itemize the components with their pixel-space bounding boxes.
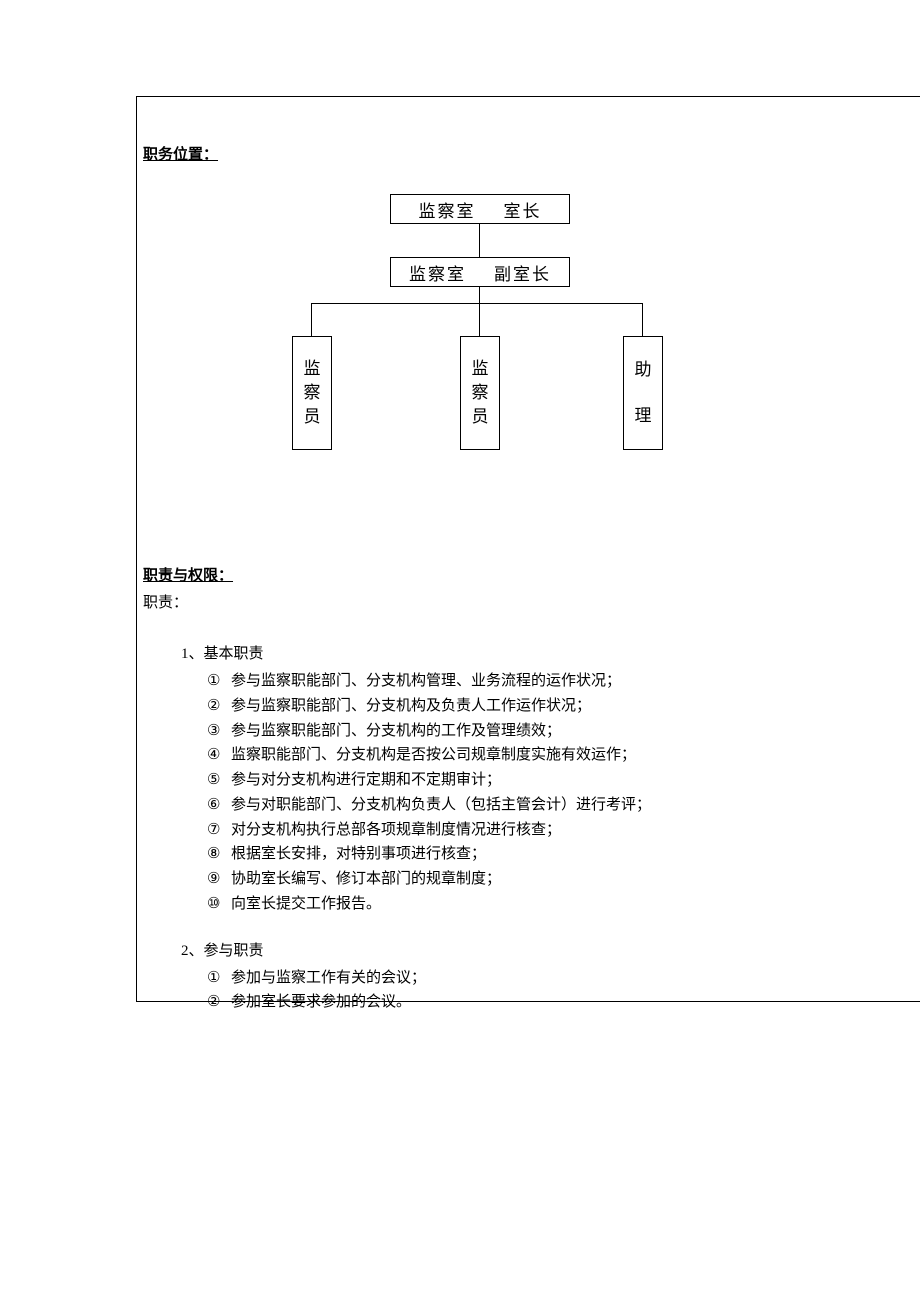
resp-list-participate: ①参加与监察工作有关的会议；②参加室长要求参加的会议。	[207, 966, 890, 1016]
list-marker: ⑦	[207, 818, 231, 843]
resp-list-item: ④监察职能部门、分支机构是否按公司规章制度实施有效运作；	[207, 743, 890, 768]
org-node-inspector2-text: 监察员	[472, 357, 489, 428]
resp-block-basic: 1、基本职责 ①参与监察职能部门、分支机构管理、业务流程的运作状况；②参与监察职…	[181, 642, 890, 917]
list-item-text: 参与对分支机构进行定期和不定期审计；	[231, 768, 501, 793]
org-node-deputy-right: 副室长	[494, 265, 551, 284]
list-item-text: 监察职能部门、分支机构是否按公司规章制度实施有效运作；	[231, 743, 636, 768]
org-node-deputy: 监察室 副室长	[390, 257, 570, 287]
list-item-text: 向室长提交工作报告。	[231, 892, 381, 917]
org-node-inspector1: 监察员	[292, 336, 332, 450]
page-frame: 职务位置： 监察室室长 监察室副室长 监察员 监察员 助 理	[136, 96, 920, 1002]
position-title-text: 职务位置：	[143, 143, 218, 164]
list-marker: ①	[207, 669, 231, 694]
list-item-text: 对分支机构执行总部各项规章制度情况进行核查；	[231, 818, 561, 843]
org-node-deputy-left: 监察室	[409, 265, 466, 284]
list-marker: ⑥	[207, 793, 231, 818]
list-marker: ①	[207, 966, 231, 991]
org-node-director-left: 监察室	[419, 202, 476, 221]
resp-list-item: ②参与监察职能部门、分支机构及负责人工作运作状况；	[207, 694, 890, 719]
list-marker: ②	[207, 990, 231, 1015]
list-marker: ②	[207, 694, 231, 719]
list-item-text: 参与监察职能部门、分支机构及负责人工作运作状况；	[231, 694, 591, 719]
resp-list-item: ③参与监察职能部门、分支机构的工作及管理绩效；	[207, 719, 890, 744]
org-node-inspector2: 监察员	[460, 336, 500, 450]
resp-list-item: ⑦对分支机构执行总部各项规章制度情况进行核查；	[207, 818, 890, 843]
org-line	[479, 287, 480, 303]
org-node-director-right: 室长	[504, 202, 542, 221]
list-item-text: 根据室长安排，对特别事项进行核查；	[231, 842, 486, 867]
list-item-text: 参加室长要求参加的会议。	[231, 990, 411, 1015]
resp-block-basic-title: 1、基本职责	[181, 642, 890, 663]
org-line	[311, 303, 312, 336]
list-item-text: 协助室长编写、修订本部门的规章制度；	[231, 867, 501, 892]
org-node-inspector1-text: 监察员	[304, 357, 321, 428]
responsibility-header: 职责与权限：	[143, 564, 890, 585]
section-position-title: 职务位置：	[143, 143, 890, 194]
resp-list-item: ①参与监察职能部门、分支机构管理、业务流程的运作状况；	[207, 669, 890, 694]
org-line	[479, 303, 480, 336]
list-marker: ⑤	[207, 768, 231, 793]
org-node-assistant-text: 助 理	[635, 358, 652, 428]
resp-list-basic: ①参与监察职能部门、分支机构管理、业务流程的运作状况；②参与监察职能部门、分支机…	[207, 669, 890, 917]
resp-list-item: ⑧根据室长安排，对特别事项进行核查；	[207, 842, 890, 867]
resp-list-item: ②参加室长要求参加的会议。	[207, 990, 890, 1015]
list-item-text: 参与监察职能部门、分支机构管理、业务流程的运作状况；	[231, 669, 621, 694]
org-node-director: 监察室 室长	[390, 194, 570, 224]
resp-list-item: ⑤参与对分支机构进行定期和不定期审计；	[207, 768, 890, 793]
list-item-text: 参与监察职能部门、分支机构的工作及管理绩效；	[231, 719, 561, 744]
list-marker: ⑨	[207, 867, 231, 892]
resp-block-participate-title: 2、参与职责	[181, 939, 890, 960]
list-item-text: 参加与监察工作有关的会议；	[231, 966, 426, 991]
resp-block-participate: 2、参与职责 ①参加与监察工作有关的会议；②参加室长要求参加的会议。	[181, 939, 890, 1016]
org-line	[642, 303, 643, 336]
list-marker: ④	[207, 743, 231, 768]
org-line	[311, 303, 643, 304]
resp-list-item: ⑥参与对职能部门、分支机构负责人（包括主管会计）进行考评；	[207, 793, 890, 818]
resp-list-item: ⑨协助室长编写、修订本部门的规章制度；	[207, 867, 890, 892]
list-marker: ③	[207, 719, 231, 744]
list-marker: ⑧	[207, 842, 231, 867]
org-chart: 监察室室长 监察室副室长 监察员 监察员 助 理	[143, 194, 890, 534]
responsibility-section: 职责与权限： 职责： 1、基本职责 ①参与监察职能部门、分支机构管理、业务流程的…	[143, 564, 890, 1015]
resp-list-item: ①参加与监察工作有关的会议；	[207, 966, 890, 991]
org-line	[479, 224, 480, 257]
org-node-assistant: 助 理	[623, 336, 663, 450]
resp-list-item: ⑩向室长提交工作报告。	[207, 892, 890, 917]
list-item-text: 参与对职能部门、分支机构负责人（包括主管会计）进行考评；	[231, 793, 651, 818]
list-marker: ⑩	[207, 892, 231, 917]
responsibility-subheader: 职责：	[143, 591, 890, 612]
